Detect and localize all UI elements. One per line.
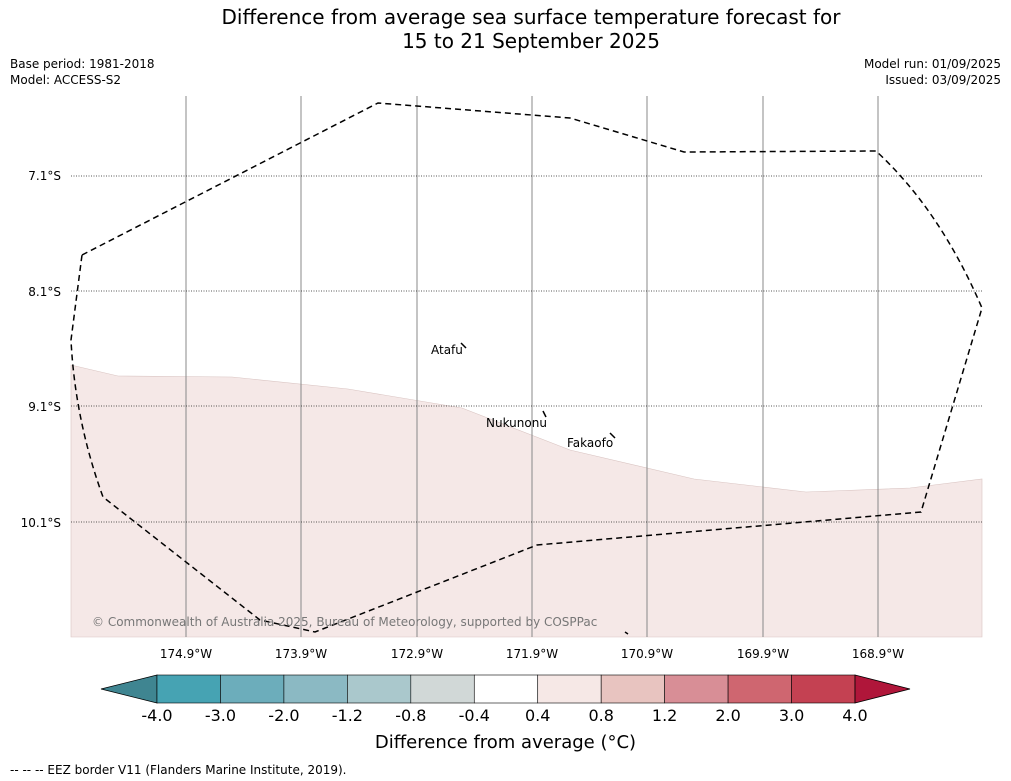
- colorbar-tick-label: 2.0: [715, 706, 740, 725]
- colorbar-tick-label: 1.2: [652, 706, 677, 725]
- eez-legend: -- -- -- EEZ border V11 (Flanders Marine…: [10, 763, 347, 777]
- fakaofo-island: [609, 432, 616, 439]
- model-name: Model: ACCESS-S2: [10, 73, 122, 87]
- colorbar-tick-label: -0.4: [459, 706, 490, 725]
- colorbar-bin: [473, 674, 539, 704]
- colorbar-bin: [537, 674, 602, 704]
- colorbar-extend-low: [100, 674, 158, 704]
- swains-island: [624, 631, 629, 635]
- place-label-fakaofo: Fakaofo: [567, 436, 613, 450]
- lon-label-171-9: 171.9°W: [506, 647, 558, 661]
- colorbar-tick-label: 3.0: [779, 706, 804, 725]
- place-label-atafu: Atafu: [431, 343, 463, 357]
- colorbar-tick-label: -2.0: [268, 706, 299, 725]
- lon-label-169-9: 169.9°W: [737, 647, 789, 661]
- colorbar-bin: [727, 674, 792, 704]
- colorbar-tick-label: -3.0: [205, 706, 236, 725]
- colorbar-tick-label: 0.4: [525, 706, 550, 725]
- lat-label-10-1: 10.1°S: [21, 516, 61, 530]
- colorbar-bin: [600, 674, 665, 704]
- colorbar-tick-label: -0.8: [395, 706, 426, 725]
- colorbar-bin: [664, 674, 729, 704]
- lon-label-174-9: 174.9°W: [160, 647, 212, 661]
- lon-label-168-9: 168.9°W: [852, 647, 904, 661]
- title-line-1: Difference from average sea surface temp…: [221, 5, 841, 29]
- colorbar-bin: [791, 674, 856, 704]
- lon-label-170-9: 170.9°W: [621, 647, 673, 661]
- colorbar-label: Difference from average (°C): [374, 732, 637, 753]
- colorbar-bin: [156, 674, 221, 704]
- issued-date: Issued: 03/09/2025: [885, 73, 1001, 87]
- title-line-2: 15 to 21 September 2025: [402, 29, 660, 53]
- lat-label-9-1: 9.1°S: [28, 400, 61, 414]
- anomaly-region: [70, 364, 983, 638]
- nukunonu-island: [542, 410, 547, 418]
- colorbar-tick-label: 0.8: [588, 706, 613, 725]
- colorbar-bin: [347, 674, 412, 704]
- atafu-island: [460, 342, 467, 349]
- islands: [460, 342, 629, 635]
- colorbar-bin: [220, 674, 285, 704]
- colorbar-tick-label: 4.0: [842, 706, 867, 725]
- parallel-lines: [71, 175, 982, 523]
- lat-label-8-1: 8.1°S: [28, 285, 61, 299]
- colorbar-bin: [410, 674, 475, 704]
- place-label-nukunonu: Nukunonu: [486, 416, 547, 430]
- colorbar-bin: [283, 674, 348, 704]
- model-run: Model run: 01/09/2025: [863, 57, 1001, 71]
- run-info: Model run: 01/09/2025 Issued: 03/09/2025: [864, 56, 1001, 88]
- base-period: Base period: 1981-2018: [10, 57, 155, 71]
- map-title: Difference from average sea surface temp…: [0, 5, 1011, 53]
- colorbar-extend-high: [854, 674, 911, 704]
- colorbar: [100, 674, 911, 704]
- eez-border: [70, 102, 983, 633]
- credit-text: © Commonwealth of Australia 2025, Bureau…: [92, 615, 597, 629]
- lon-label-173-9: 173.9°W: [275, 647, 327, 661]
- lat-label-7-1: 7.1°S: [28, 169, 61, 183]
- colorbar-tick-labels: -4.0 -3.0 -2.0 -1.2 -0.8 -0.4 0.4 0.8 1.2 2.0 3.0 4…: [141, 706, 867, 725]
- model-info: Base period: 1981-2018 Model: ACCESS-S2: [10, 56, 155, 88]
- colorbar-tick-label: -1.2: [332, 706, 363, 725]
- colorbar-tick-label: -4.0: [141, 706, 172, 725]
- lon-label-172-9: 172.9°W: [391, 647, 443, 661]
